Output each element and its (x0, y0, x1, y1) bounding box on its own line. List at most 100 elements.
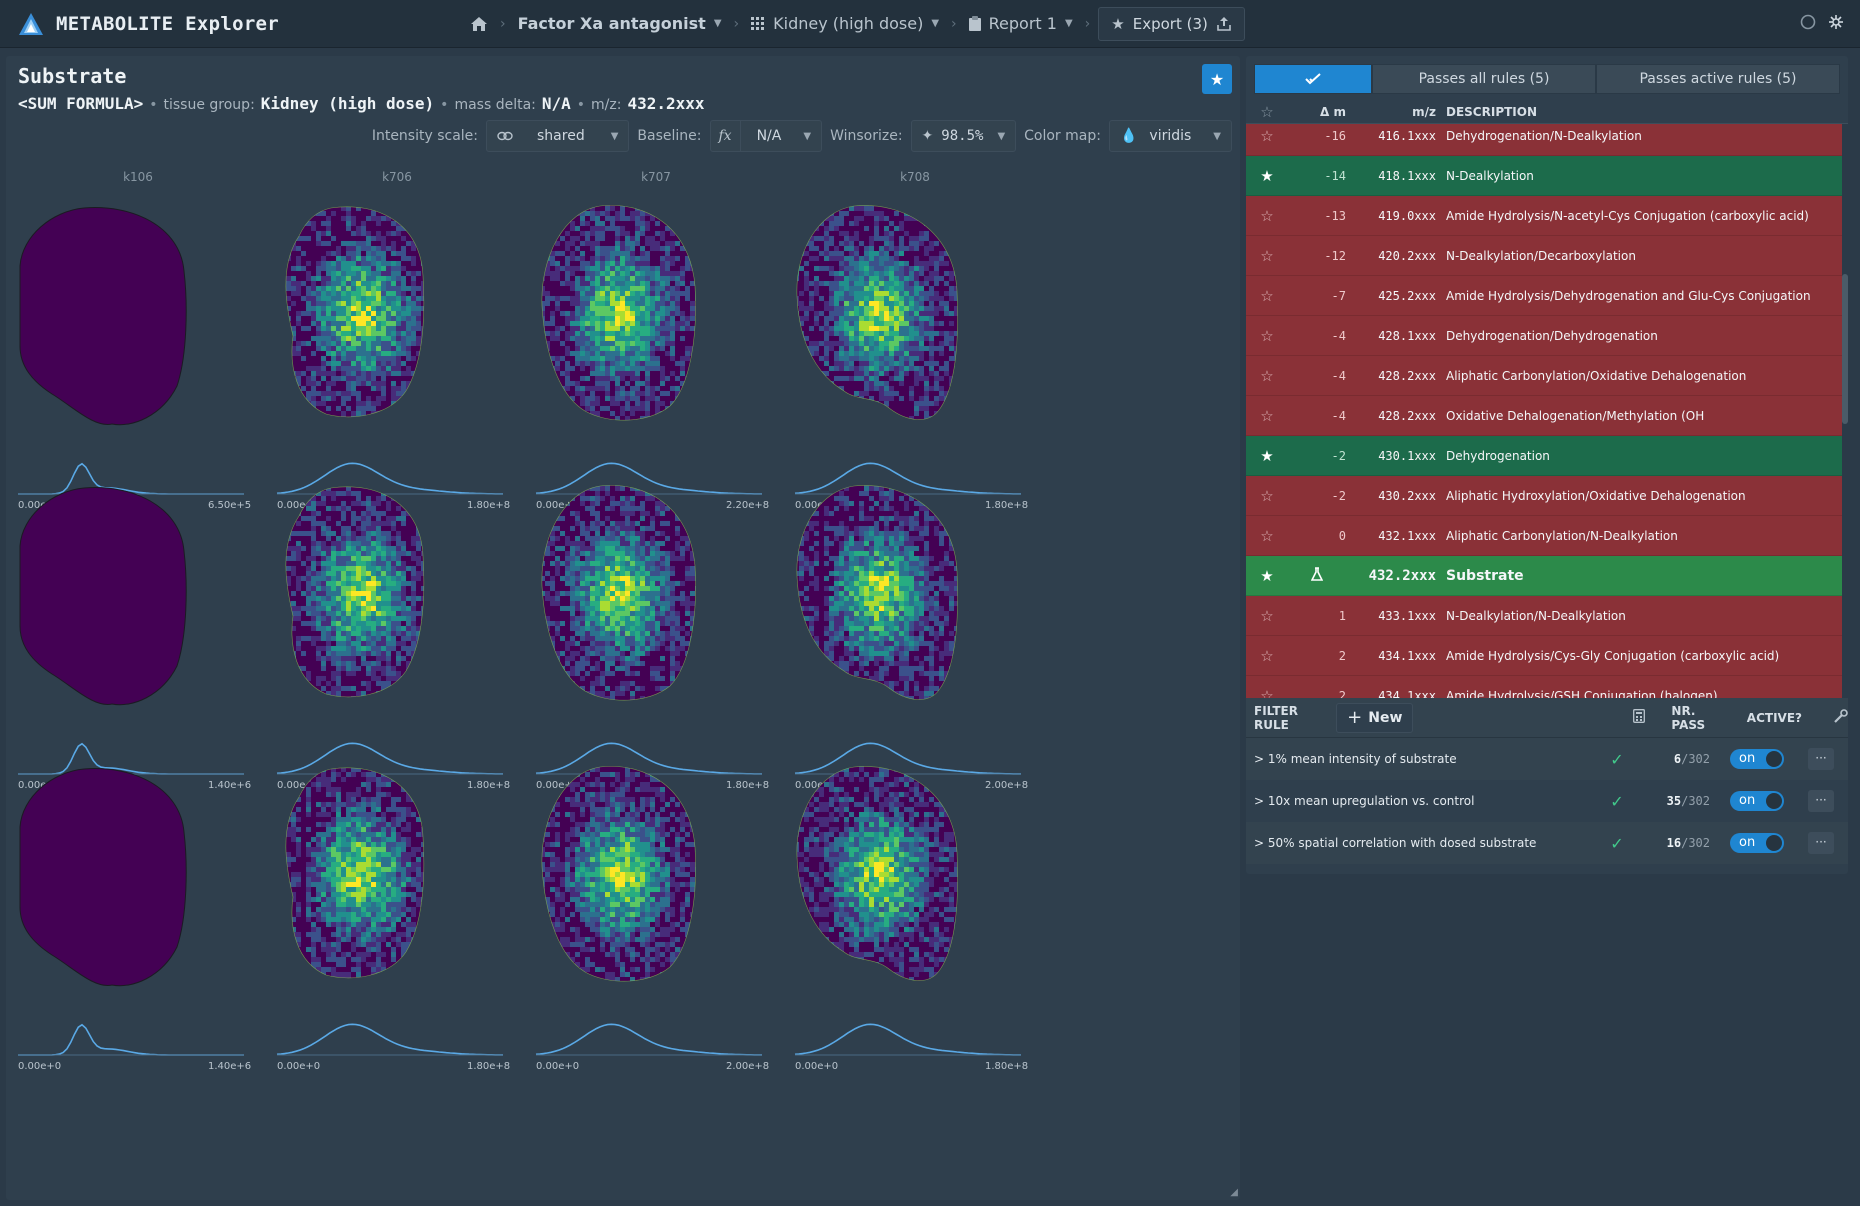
mz-value: 432.2xxx (627, 94, 705, 113)
table-row[interactable]: ☆ -12 420.2xxx N-Dealkylation/Decarboxylati… (1246, 236, 1842, 276)
delta-mass: -16 (1324, 128, 1346, 143)
ion-image-cell[interactable]: 0.00e+0 6.50e+5 (12, 196, 312, 526)
chevron-down-icon: ▼ (997, 130, 1006, 142)
export-button[interactable]: ★ Export (3) (1098, 6, 1245, 41)
filter-rule-header: FILTER RULE + New NR. PASS ACTIVE? (1246, 698, 1848, 738)
filter-rule-label: > 10x mean upregulation vs. control (1254, 794, 1475, 808)
breadcrumb-report[interactable]: Report 1 ▼ (959, 0, 1083, 48)
ion-image-cell[interactable]: 0.00e+0 1.80e+8 (789, 757, 1089, 1087)
filter-rule-row[interactable]: > 1% mean intensity of substrate ✓ 6/302 on… (1246, 738, 1848, 780)
star-outline-icon[interactable]: ☆ (1260, 486, 1274, 505)
new-rule-button[interactable]: + New (1336, 702, 1414, 733)
table-row[interactable]: ☆ 2 434.1xxx Amide Hydrolysis/GSH Conjugati… (1246, 676, 1842, 698)
description: Dehydrogenation (1446, 448, 1550, 463)
table-row[interactable]: ☆ 1 433.1xxx N-Dealkylation/N-Dealkylation (1246, 596, 1842, 636)
table-row[interactable]: ★ -2 430.1xxx Dehydrogenation (1246, 436, 1842, 476)
more-options-icon[interactable]: ··· (1808, 748, 1834, 770)
wrench-icon[interactable] (1834, 709, 1848, 726)
star-outline-icon[interactable]: ☆ (1260, 606, 1274, 625)
winsorize-select[interactable]: ✦ 98.5% ▼ (910, 120, 1017, 152)
active-toggle[interactable]: on (1730, 833, 1784, 853)
star-filled-icon[interactable]: ★ (1260, 566, 1274, 585)
more-options-icon[interactable]: ··· (1808, 832, 1834, 854)
ion-image-cell[interactable]: 0.00e+0 2.00e+8 (530, 757, 830, 1087)
star-outline-icon[interactable]: ☆ (1260, 286, 1274, 305)
delta-mass: -4 (1331, 368, 1346, 383)
star-outline-icon[interactable]: ☆ (1260, 646, 1274, 665)
tab-checked[interactable] (1254, 64, 1372, 94)
star-outline-icon[interactable]: ☆ (1260, 326, 1274, 345)
ion-image (535, 485, 762, 775)
star-filled-icon[interactable]: ★ (1260, 166, 1274, 185)
ion-image (535, 766, 762, 1056)
col-description[interactable]: DESCRIPTION (1446, 104, 1538, 119)
filter-rule-row[interactable]: > 10x mean upregulation vs. control ✓ 35/3… (1246, 780, 1848, 822)
tab-passes-all[interactable]: Passes all rules (5) (1372, 64, 1596, 94)
ion-image-cell[interactable]: 0.00e+0 1.80e+8 (271, 757, 571, 1087)
star-outline-icon[interactable]: ☆ (1260, 126, 1274, 145)
ion-image (276, 206, 503, 495)
table-row[interactable]: ☆ -4 428.2xxx Oxidative Dehalogenation/Meth… (1246, 396, 1842, 436)
resize-grip-icon[interactable]: ◢ (1230, 1187, 1238, 1198)
ion-image-cell[interactable]: 0.00e+0 1.80e+8 (530, 476, 830, 806)
scrollbar[interactable] (1842, 124, 1848, 698)
table-row[interactable]: ★ 432.2xxx Substrate (1246, 556, 1842, 596)
star-outline-icon[interactable]: ☆ (1260, 246, 1274, 265)
calculator-icon[interactable] (1633, 709, 1646, 726)
sparkle-icon: ✦ (921, 128, 934, 144)
baseline-value: N/A (756, 128, 782, 144)
table-row[interactable]: ☆ -13 419.0xxx Amide Hydrolysis/N-acetyl-Cy… (1246, 196, 1842, 236)
breadcrumb-compound[interactable]: Factor Xa antagonist ▼ (508, 0, 732, 48)
table-row[interactable]: ☆ -2 430.2xxx Aliphatic Hydroxylation/Oxida… (1246, 476, 1842, 516)
ion-image (18, 487, 244, 775)
filter-rule-row[interactable]: > 50% spatial correlation with dosed sub… (1246, 822, 1848, 864)
histogram-max-label: 1.80e+8 (467, 780, 511, 791)
histogram-min-label: 0.00e+0 (795, 1061, 839, 1072)
description: Aliphatic Carbonylation/N-Dealkylation (1446, 528, 1678, 543)
active-toggle[interactable]: on (1730, 791, 1784, 811)
table-row[interactable]: ☆ -16 416.1xxx Dehydrogenation/N-Dealkylati… (1246, 124, 1842, 156)
star-outline-icon[interactable]: ☆ (1260, 206, 1274, 225)
star-outline-icon[interactable]: ☆ (1260, 406, 1274, 425)
top-right-tools (1800, 14, 1844, 30)
star-outline-icon[interactable]: ☆ (1260, 102, 1274, 121)
ion-image-cell[interactable]: 0.00e+0 1.40e+6 (12, 757, 312, 1087)
baseline-select[interactable]: fx N/A ▼ (709, 120, 823, 152)
more-options-icon[interactable]: ··· (1808, 790, 1834, 812)
substrate-meta: <SUM FORMULA> • tissue group: Kidney (hi… (18, 94, 705, 113)
col-delta-mass[interactable]: Δ m (1320, 104, 1346, 119)
ion-image-cell[interactable]: 0.00e+0 2.00e+8 (789, 476, 1089, 806)
home-button[interactable] (460, 0, 498, 48)
ion-image-cell[interactable]: 0.00e+0 2.20e+8 (530, 196, 830, 526)
color-map-select[interactable]: 💧 viridis ▼ (1108, 120, 1232, 152)
star-outline-icon[interactable]: ☆ (1260, 686, 1274, 699)
col-mz[interactable]: m/z (1412, 104, 1436, 119)
table-row[interactable]: ☆ -4 428.2xxx Aliphatic Carbonylation/Oxida… (1246, 356, 1842, 396)
settings-icon[interactable] (1828, 14, 1844, 30)
breadcrumb-group[interactable]: Kidney (high dose) ▼ (741, 0, 949, 48)
brand[interactable]: METABOLITE Explorer (0, 12, 460, 36)
table-row[interactable]: ☆ 0 432.1xxx Aliphatic Carbonylation/N-Deal… (1246, 516, 1842, 556)
star-outline-icon[interactable]: ☆ (1260, 366, 1274, 385)
tissue-value: Kidney (high dose) (260, 94, 435, 113)
table-row[interactable]: ☆ 2 434.1xxx Amide Hydrolysis/Cys-Gly Conju… (1246, 636, 1842, 676)
ion-image-cell[interactable]: 0.00e+0 1.40e+6 (12, 476, 312, 806)
star-filled-icon[interactable]: ★ (1260, 446, 1274, 465)
table-row[interactable]: ★ -14 418.1xxx N-Dealkylation (1246, 156, 1842, 196)
favorite-button[interactable]: ★ (1202, 64, 1232, 94)
ion-image-cell[interactable]: 0.00e+0 1.80e+8 (271, 476, 571, 806)
table-row[interactable]: ☆ -7 425.2xxx Amide Hydrolysis/Dehydrogenat… (1246, 276, 1842, 316)
tab-passes-active[interactable]: Passes active rules (5) (1596, 64, 1840, 94)
separator-dot: • (149, 97, 158, 113)
status-circle-icon[interactable] (1800, 14, 1816, 30)
active-toggle[interactable]: on (1730, 749, 1784, 769)
tissue-label: tissue group: (163, 97, 255, 113)
description: Amide Hydrolysis/GSH Conjugation (haloge… (1446, 688, 1718, 699)
intensity-scale-select[interactable]: shared ▼ (486, 120, 630, 152)
histogram-min-label: 0.00e+0 (18, 1061, 62, 1072)
table-row[interactable]: ☆ -4 428.1xxx Dehydrogenation/Dehydrogenati… (1246, 316, 1842, 356)
ion-image-cell[interactable]: 0.00e+0 1.80e+8 (789, 196, 1089, 526)
star-outline-icon[interactable]: ☆ (1260, 526, 1274, 545)
ion-image-cell[interactable]: 0.00e+0 1.80e+8 (271, 196, 571, 526)
ion-image (535, 205, 762, 495)
